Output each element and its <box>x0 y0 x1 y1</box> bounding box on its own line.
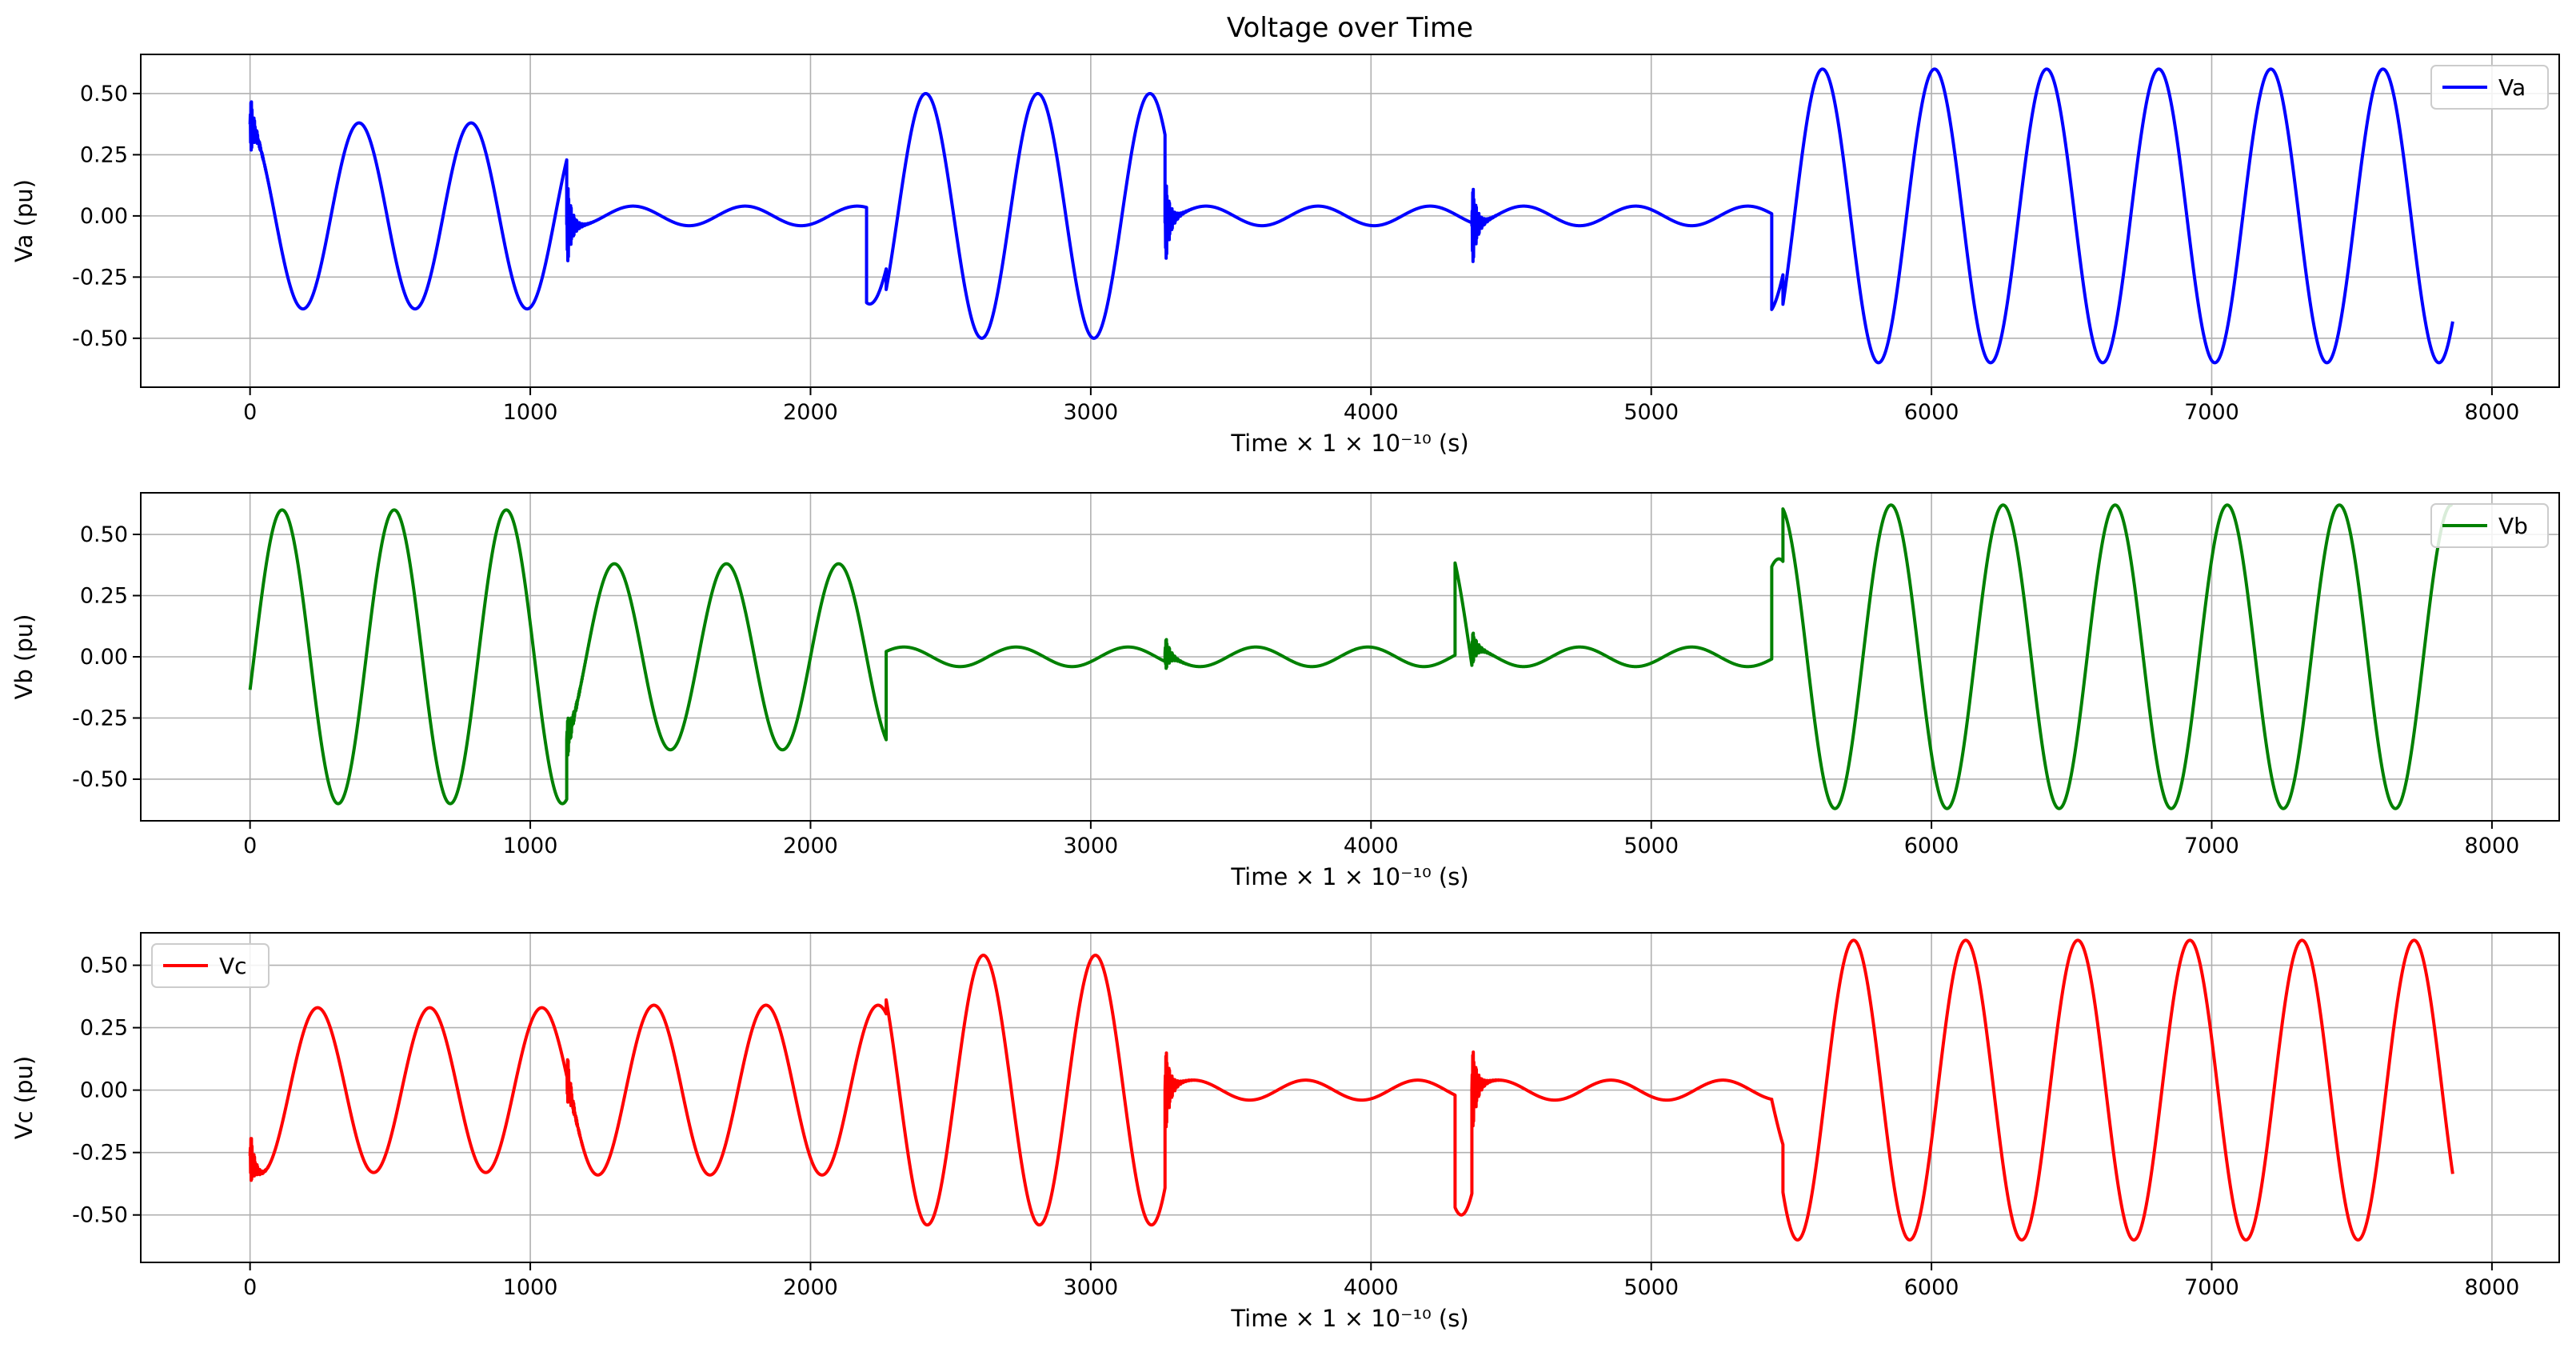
y-tick-label: -0.50 <box>72 1203 128 1228</box>
x-tick-label: 5000 <box>1623 1275 1679 1300</box>
y-tick-label: 0.25 <box>80 584 128 609</box>
y-tick-label: -0.25 <box>72 706 128 730</box>
x-tick-label: 7000 <box>2184 1275 2239 1300</box>
x-tick-label: 0 <box>243 1275 257 1300</box>
x-tick-label: 2000 <box>783 834 838 858</box>
y-tick-label: 0.00 <box>80 645 128 670</box>
legend-box <box>151 943 270 988</box>
x-axis-label: Time × 1 × 10⁻¹⁰ (s) <box>1230 430 1468 457</box>
legend-label: Vc <box>219 953 247 979</box>
y-tick-label: 0.50 <box>80 82 128 106</box>
legend-box <box>2430 503 2549 548</box>
axes-frame <box>140 932 2560 1263</box>
axes-frame <box>140 54 2560 388</box>
figure-title: Voltage over Time <box>1227 12 1473 44</box>
x-tick-label: 8000 <box>2465 834 2520 858</box>
x-tick-label: 6000 <box>1904 1275 1959 1300</box>
y-tick-label: 0.00 <box>80 1078 128 1103</box>
y-tick-label: -0.50 <box>72 326 128 351</box>
x-tick-label: 6000 <box>1904 400 1959 425</box>
x-tick-label: 6000 <box>1904 834 1959 858</box>
legend: Vb <box>2430 503 2549 548</box>
y-tick-label: 0.25 <box>80 142 128 167</box>
x-tick-label: 2000 <box>783 400 838 425</box>
subplot-panels: 0 1000 2000 3000 4000 5000 6000 7000 8000 0.50 0.2… <box>10 54 2560 1332</box>
x-tick-label: 1000 <box>503 834 558 858</box>
y-tick-label: -0.25 <box>72 1141 128 1166</box>
y-tick-label: -0.50 <box>72 767 128 792</box>
y-axis-label: Vb (pu) <box>10 614 38 700</box>
x-tick-label: 5000 <box>1623 834 1679 858</box>
y-tick-label: 0.50 <box>80 954 128 978</box>
x-tick-label: 5000 <box>1623 400 1679 425</box>
y-tick-label: 0.25 <box>80 1016 128 1041</box>
x-tick-label: 4000 <box>1344 834 1399 858</box>
y-tick-label: 0.50 <box>80 522 128 547</box>
y-tick-label: 0.00 <box>80 204 128 229</box>
x-tick-label: 0 <box>243 834 257 858</box>
x-tick-label: 1000 <box>503 400 558 425</box>
x-axis-label: Time × 1 × 10⁻¹⁰ (s) <box>1230 863 1468 890</box>
x-tick-label: 8000 <box>2465 400 2520 425</box>
subplot-2: 0 1000 2000 3000 4000 5000 6000 7000 8000 0.50 0.2… <box>10 492 2560 890</box>
x-tick-label: 3000 <box>1064 1275 1119 1300</box>
y-tick-label: -0.25 <box>72 265 128 290</box>
x-tick-label: 8000 <box>2465 1275 2520 1300</box>
x-tick-label: 2000 <box>783 1275 838 1300</box>
y-axis-label: Vc (pu) <box>10 1056 38 1139</box>
x-tick-label: 4000 <box>1344 1275 1399 1300</box>
legend: Va <box>2430 65 2549 110</box>
y-axis-label: Va (pu) <box>10 179 38 262</box>
legend: Vc <box>151 943 270 988</box>
legend-box <box>2430 65 2549 110</box>
x-axis-label: Time × 1 × 10⁻¹⁰ (s) <box>1230 1305 1468 1332</box>
legend-label: Vb <box>2498 513 2528 539</box>
subplot-1: 0 1000 2000 3000 4000 5000 6000 7000 8000 0.50 0.2… <box>10 54 2560 457</box>
series-line-vb <box>248 503 2454 810</box>
subplot-3: 0 1000 2000 3000 4000 5000 6000 7000 8000 0.50 0.2… <box>10 932 2560 1332</box>
x-tick-label: 4000 <box>1344 400 1399 425</box>
series-line-va <box>248 67 2454 365</box>
x-tick-label: 3000 <box>1064 400 1119 425</box>
x-tick-label: 0 <box>243 400 257 425</box>
series-line-vc <box>248 938 2454 1242</box>
x-tick-label: 3000 <box>1064 834 1119 858</box>
legend-label: Va <box>2498 74 2526 101</box>
x-tick-label: 7000 <box>2184 834 2239 858</box>
x-tick-label: 1000 <box>503 1275 558 1300</box>
x-tick-label: 7000 <box>2184 400 2239 425</box>
